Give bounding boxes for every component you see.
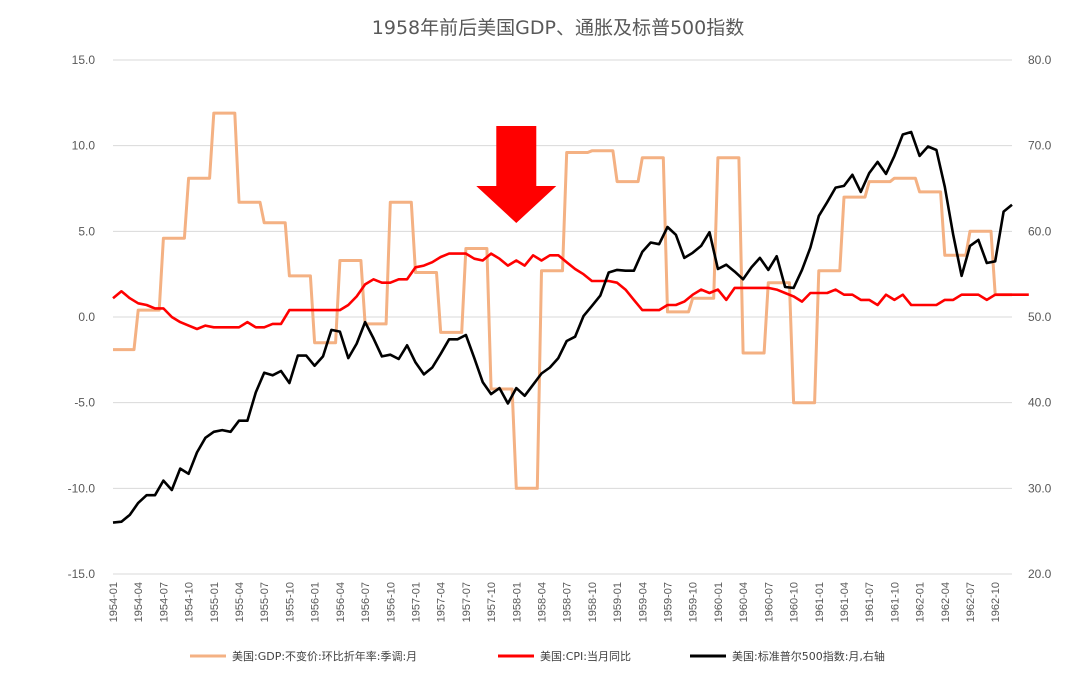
x-tick-label: 1957-04: [436, 582, 448, 622]
right-tick-label: 80.0: [1028, 53, 1052, 67]
down-arrow-icon: [476, 126, 557, 223]
x-tick-label: 1960-04: [738, 582, 750, 622]
x-tick-label: 1958-04: [536, 582, 548, 622]
left-tick-label: -15.0: [68, 567, 96, 581]
right-tick-label: 20.0: [1028, 567, 1052, 581]
gridlines: [113, 59, 1012, 575]
x-tick-label: 1954-07: [158, 582, 170, 622]
x-tick-label: 1959-01: [612, 582, 624, 622]
x-tick-label: 1960-07: [763, 582, 775, 622]
x-tick-label: 1960-01: [713, 582, 725, 622]
right-tick-label: 70.0: [1028, 139, 1052, 153]
legend-label: 美国:标准普尔500指数:月,右轴: [732, 649, 885, 663]
left-tick-label: 10.0: [72, 139, 96, 153]
x-axis: 1954-01 1954-04 1954-07 1954-10 1955-01 1955-…: [108, 582, 1002, 622]
x-tick-label: 1961-01: [814, 582, 826, 622]
x-tick-label: 1956-01: [310, 582, 322, 622]
x-tick-label: 1954-04: [133, 582, 145, 622]
right-tick-label: 30.0: [1028, 481, 1052, 495]
x-tick-label: 1957-10: [486, 582, 498, 622]
x-tick-label: 1954-01: [108, 582, 120, 622]
x-tick-label: 1956-07: [360, 582, 372, 622]
x-tick-label: 1954-10: [184, 582, 196, 622]
left-tick-label: 15.0: [72, 53, 96, 67]
x-tick-label: 1957-07: [461, 582, 473, 622]
x-tick-label: 1962-04: [940, 582, 952, 622]
x-tick-label: 1958-10: [587, 582, 599, 622]
down-arrow-annotation: [476, 126, 557, 223]
right-tick-label: 40.0: [1028, 396, 1052, 410]
legend: 美国:GDP:不变价:环比折年率:季调:月 美国:CPI:当月同比 美国:标准普尔5…: [190, 649, 885, 663]
left-tick-label: 0.0: [78, 310, 95, 324]
series-line-1: [113, 111, 1012, 490]
x-tick-label: 1958-07: [562, 582, 574, 622]
x-tick-label: 1955-04: [234, 582, 246, 622]
x-tick-label: 1955-01: [209, 582, 221, 622]
series-line-2: [112, 252, 1029, 331]
legend-label: 美国:GDP:不变价:环比折年率:季调:月: [232, 649, 417, 663]
x-tick-label: 1960-10: [789, 582, 801, 622]
x-tick-label: 1961-10: [889, 582, 901, 622]
x-tick-label: 1955-07: [259, 582, 271, 622]
right-tick-label: 60.0: [1028, 224, 1052, 238]
x-tick-label: 1959-04: [637, 582, 649, 622]
x-tick-label: 1959-10: [688, 582, 700, 622]
x-tick-label: 1961-04: [839, 582, 851, 622]
x-tick-label: 1956-04: [335, 582, 347, 622]
right-axis: 80.0 70.0 60.0 50.0 40.0 30.0 20.0: [1028, 53, 1052, 581]
left-tick-label: -10.0: [68, 481, 96, 495]
x-tick-label: 1958-01: [511, 582, 523, 622]
x-tick-label: 1961-07: [864, 582, 876, 622]
series-line-3: [112, 130, 1013, 524]
series-layer: [112, 111, 1029, 524]
left-tick-label: 5.0: [78, 224, 95, 238]
x-tick-label: 1962-01: [915, 582, 927, 622]
x-tick-label: 1956-10: [385, 582, 397, 622]
x-tick-label: 1955-10: [284, 582, 296, 622]
x-tick-label: 1959-07: [663, 582, 675, 622]
x-tick-label: 1962-07: [965, 582, 977, 622]
chart-title: 1958年前后美国GDP、通胀及标普500指数: [372, 17, 744, 39]
x-tick-label: 1962-10: [990, 582, 1002, 622]
right-tick-label: 50.0: [1028, 310, 1052, 324]
legend-label: 美国:CPI:当月同比: [540, 649, 631, 663]
left-axis: 15.0 10.0 5.0 0.0 -5.0 -10.0 -15.0: [68, 53, 96, 581]
left-tick-label: -5.0: [74, 396, 95, 410]
x-tick-label: 1957-01: [410, 582, 422, 622]
